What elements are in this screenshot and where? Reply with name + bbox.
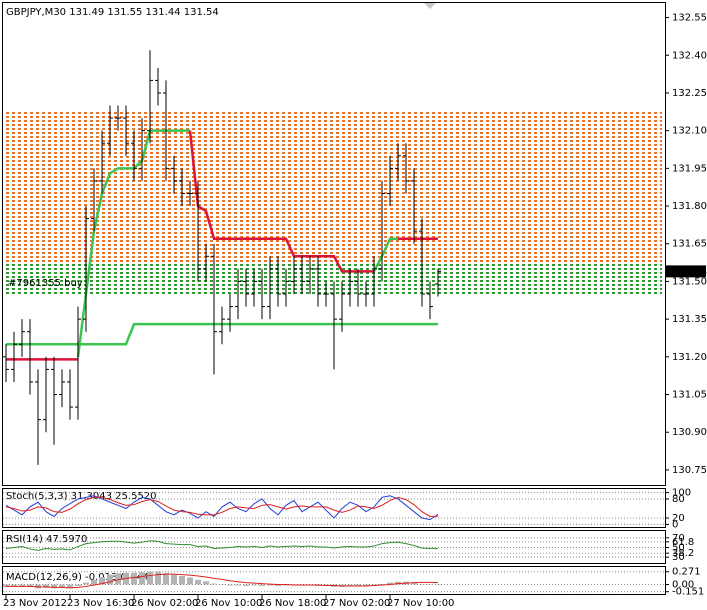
histogram-bar xyxy=(411,582,417,585)
x-tick-label: 27 Nov 10:00 xyxy=(387,598,454,609)
y-tick-label: 80 xyxy=(672,494,685,505)
histogram-bar xyxy=(11,584,17,587)
y-tick-label: 61.8 xyxy=(672,537,694,548)
histogram-bar xyxy=(147,571,153,585)
histogram-bar xyxy=(51,584,57,589)
histogram-bar xyxy=(179,576,185,585)
macd-panel xyxy=(2,566,666,595)
histogram-bar xyxy=(59,584,65,588)
y-tick-label: 131.35 xyxy=(672,314,707,325)
main-title: GBPJPY,M30 131.49 131.55 131.44 131.54 xyxy=(6,7,219,18)
histogram-bar xyxy=(195,579,201,585)
histogram-bar xyxy=(115,573,121,585)
histogram-bar xyxy=(427,584,433,586)
histogram-bar xyxy=(187,577,193,585)
y-tick-label: 50 xyxy=(672,543,685,554)
histogram-bar xyxy=(227,584,233,586)
y-tick-label: 20 xyxy=(672,513,685,524)
y-tick-label: 0.00 xyxy=(672,580,694,591)
indicator-line xyxy=(5,496,439,517)
histogram-bar xyxy=(379,584,385,585)
indicator-line xyxy=(6,573,439,589)
y-tick-label: 0 xyxy=(672,519,678,530)
y-tick-label: 130.75 xyxy=(672,465,707,476)
y-tick-label: 131.65 xyxy=(672,239,707,250)
histogram-bar xyxy=(211,583,217,585)
histogram-bar xyxy=(131,572,137,585)
y-tick-label: 130.90 xyxy=(672,427,707,438)
y-tick-label: 131.05 xyxy=(672,390,707,401)
histogram-bar xyxy=(3,584,9,587)
x-tick-label: 27 Nov 02:00 xyxy=(323,598,390,609)
x-tick-label: 26 Nov 18:00 xyxy=(259,598,326,609)
x-tick-label: 26 Nov 10:00 xyxy=(195,598,262,609)
x-tick-label: 23 Nov 2012 xyxy=(3,598,67,609)
y-tick-label: 100 xyxy=(672,488,691,499)
histogram-bar xyxy=(163,573,169,585)
order-lines-sell xyxy=(2,110,662,264)
histogram-bar xyxy=(27,584,33,587)
rsi-title: RSI(14) 47.5970 xyxy=(6,534,87,545)
indicator-line xyxy=(372,237,398,272)
x-tick-label: 26 Nov 02:00 xyxy=(131,598,198,609)
histogram-bar xyxy=(171,574,177,585)
y-tick-label: 0.271 xyxy=(672,567,701,578)
histogram-bar xyxy=(83,582,89,585)
order-label: #7961355 buy xyxy=(8,278,83,289)
y-tick-label: 38.2 xyxy=(672,548,694,559)
histogram-bar xyxy=(267,584,273,586)
y-tick-label: 131.50 xyxy=(672,276,707,287)
y-tick-label: -0.151 xyxy=(672,587,704,598)
histogram-bar xyxy=(99,576,105,585)
y-tick-label: 132.10 xyxy=(672,126,707,137)
histogram-bar xyxy=(387,582,393,585)
histogram-bar xyxy=(67,584,73,589)
stoch-panel xyxy=(2,488,666,528)
y-tick-label: 132.55 xyxy=(672,13,707,24)
order-lines-buy xyxy=(2,264,662,294)
y-tick-label: 30 xyxy=(672,552,685,563)
y-tick-label: 131.20 xyxy=(672,352,707,363)
histogram-bar xyxy=(219,584,225,586)
shift-marker xyxy=(424,3,436,9)
y-tick-label: 70 xyxy=(672,533,685,544)
histogram-bar xyxy=(435,584,441,586)
y-tick-label: 132.25 xyxy=(672,88,707,99)
last-price-label: 131.54 xyxy=(672,266,707,277)
histogram-bar xyxy=(251,584,257,586)
histogram-bar xyxy=(259,584,265,586)
y-tick-label: 131.95 xyxy=(672,163,707,174)
indicator-line xyxy=(5,540,439,551)
histogram-bar xyxy=(275,584,281,586)
x-tick-label: 23 Nov 16:30 xyxy=(67,598,134,609)
histogram-bar xyxy=(107,574,113,585)
indicator-line xyxy=(188,130,374,273)
histogram-bar xyxy=(139,572,145,585)
stoch-title: Stoch(5,3,3) 31.3043 25.5520 xyxy=(6,491,157,502)
y-tick-label: 132.40 xyxy=(672,50,707,61)
histogram-bar xyxy=(235,584,241,586)
indicator-line xyxy=(5,495,439,521)
macd-title: MACD(12,26,9) -0.013 0.044 xyxy=(6,572,149,583)
histogram-bar xyxy=(155,571,161,585)
histogram-bar xyxy=(203,581,209,585)
histogram-bar xyxy=(75,584,81,586)
histogram-bar xyxy=(43,584,49,588)
histogram-bar xyxy=(19,584,25,586)
last-price-box xyxy=(666,265,706,278)
histogram-bar xyxy=(243,584,249,586)
histogram-bar xyxy=(419,584,425,585)
histogram-bar xyxy=(91,579,97,585)
y-tick-label: 131.80 xyxy=(672,201,707,212)
